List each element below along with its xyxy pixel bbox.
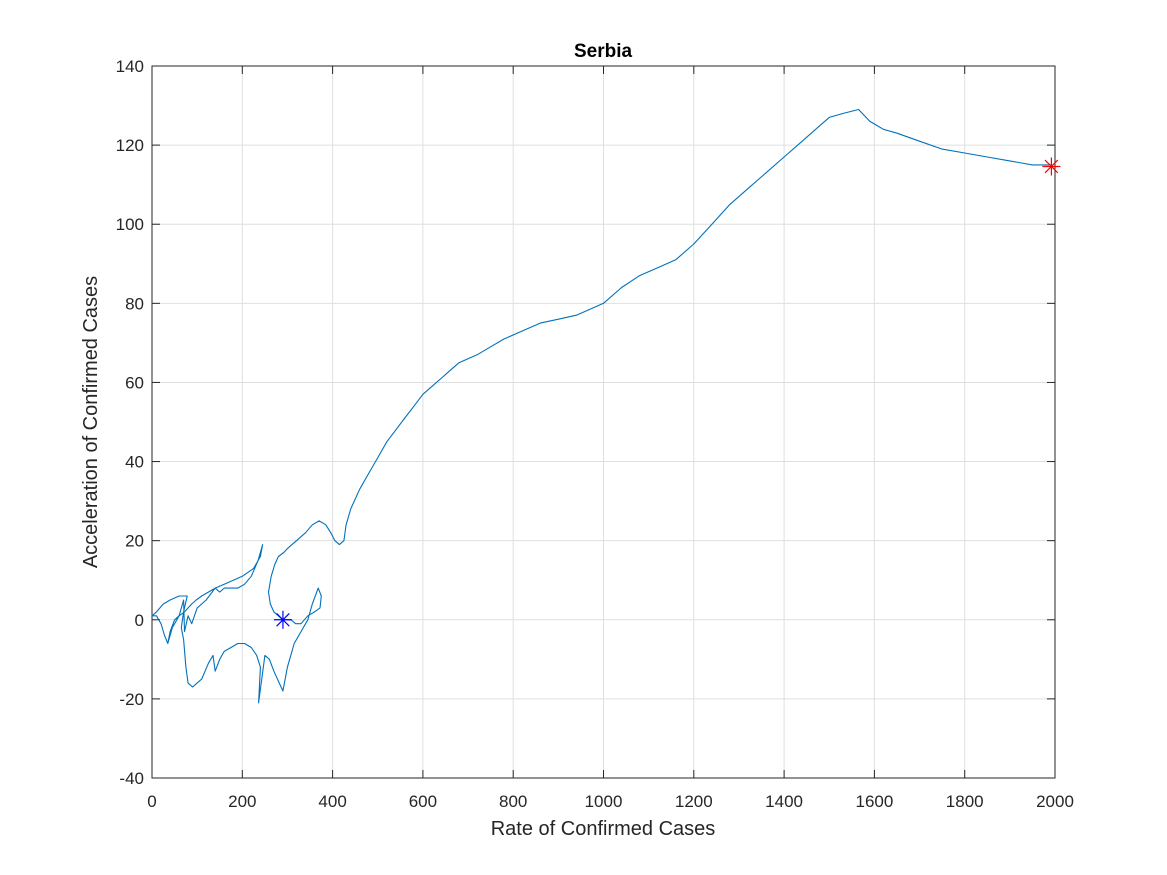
y-axis-label: Acceleration of Confirmed Cases: [80, 276, 102, 568]
x-tick-label: 800: [499, 792, 527, 811]
y-tick-label: 80: [125, 294, 144, 313]
y-tick-label: 0: [135, 611, 144, 630]
x-tick-label: 1000: [585, 792, 623, 811]
x-tick-label: 600: [409, 792, 437, 811]
x-tick-label: 400: [318, 792, 346, 811]
markers-layer: [274, 157, 1060, 628]
series-layer: [152, 110, 1051, 703]
x-tick-label: 200: [228, 792, 256, 811]
y-tick-label: -20: [119, 690, 144, 709]
y-axis-ticks: -40 -20 0 20 40 60 80 100 120 140: [116, 57, 1055, 788]
y-tick-label: 120: [116, 136, 144, 155]
x-tick-label: 2000: [1036, 792, 1074, 811]
series-line: [152, 110, 1051, 703]
y-tick-label: 60: [125, 373, 144, 392]
x-axis-label: Rate of Confirmed Cases: [491, 818, 716, 840]
y-tick-label: -40: [119, 769, 144, 788]
y-tick-label: 140: [116, 57, 144, 76]
x-tick-label: 1600: [855, 792, 893, 811]
x-tick-label: 1400: [765, 792, 803, 811]
start-marker: [274, 611, 292, 629]
x-tick-label: 1200: [675, 792, 713, 811]
y-tick-label: 100: [116, 215, 144, 234]
grid-lines: [152, 66, 1055, 778]
y-tick-label: 40: [125, 453, 144, 472]
chart-title: Serbia: [574, 41, 633, 62]
y-tick-label: 20: [125, 532, 144, 551]
x-tick-label: 0: [147, 792, 156, 811]
end-marker: [1042, 157, 1060, 175]
x-tick-label: 1800: [946, 792, 984, 811]
